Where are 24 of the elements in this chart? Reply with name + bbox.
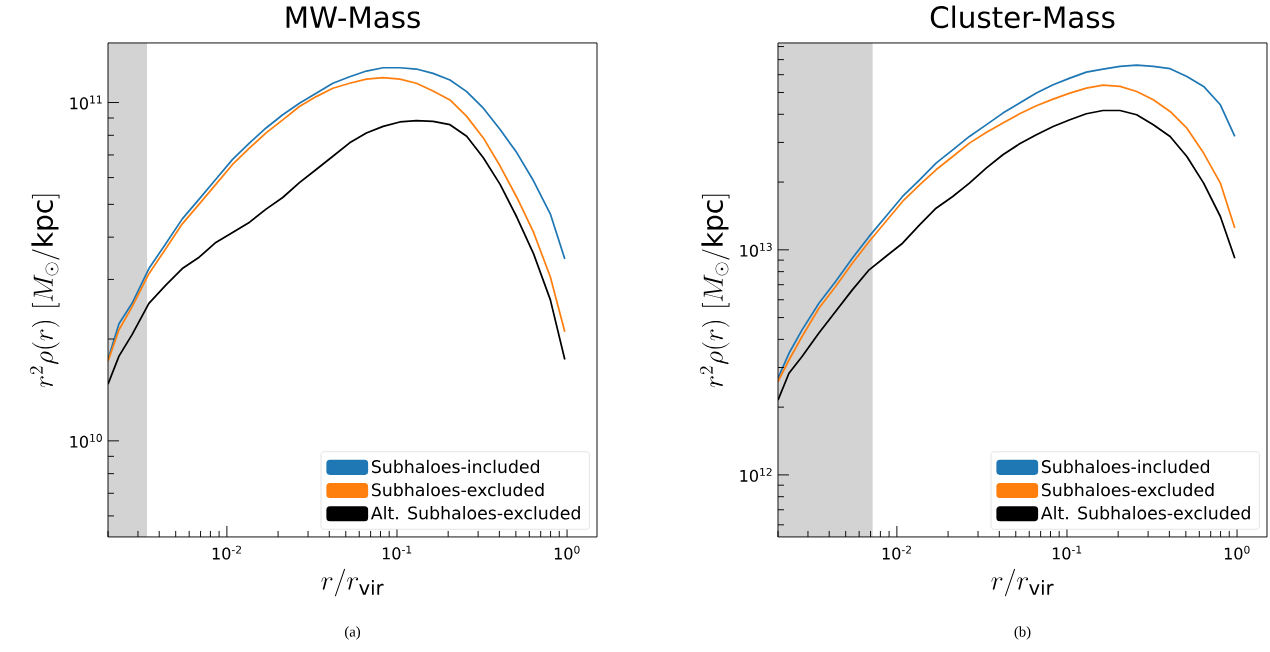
x-axis-title: $r/r_{\mathrm{vir}}$ (991, 568, 1054, 597)
legend-label: Subhaloes-included (1041, 459, 1210, 474)
text: (a) (345, 626, 361, 640)
y-tick-label: 10$^{13}$ (740, 242, 772, 257)
x-tick-label: 10$^{-1}$ (382, 545, 412, 560)
y-tick-label: 10$^{10}$ (70, 433, 102, 448)
legend-label: Subhaloes-excluded (1041, 482, 1214, 497)
y-axis-title: $r^2\rho(r)\ [M_\odot/\mathrm{kpc}]$ (29, 194, 60, 388)
y-tick-label: 10$^{11}$ (70, 95, 102, 110)
chart-title: Cluster-Mass (930, 5, 1115, 29)
x-tick-label: 10$^{0}$ (554, 545, 580, 560)
legend-label: Alt. Subhaloes-excluded (1040, 506, 1250, 520)
x-tick-label: 10$^{-1}$ (1052, 545, 1082, 560)
y-axis-title: $r^2\rho(r)\ [M_\odot/\mathrm{kpc}]$ (699, 194, 730, 388)
x-tick-label: 10$^{-2}$ (212, 545, 241, 560)
text: (b) (1014, 626, 1031, 640)
chart-title: MW-Mass (286, 6, 420, 29)
x-tick-label: 10$^{0}$ (1224, 545, 1250, 560)
legend-label: Subhaloes-included (371, 459, 540, 474)
x-tick-label: 10$^{-2}$ (882, 545, 911, 560)
legend-label: Subhaloes-excluded (371, 482, 544, 497)
legend-label: Alt. Subhaloes-excluded (370, 506, 580, 520)
y-tick-label: 10$^{12}$ (740, 467, 772, 482)
x-axis-title: $r/r_{\mathrm{vir}}$ (321, 568, 384, 597)
